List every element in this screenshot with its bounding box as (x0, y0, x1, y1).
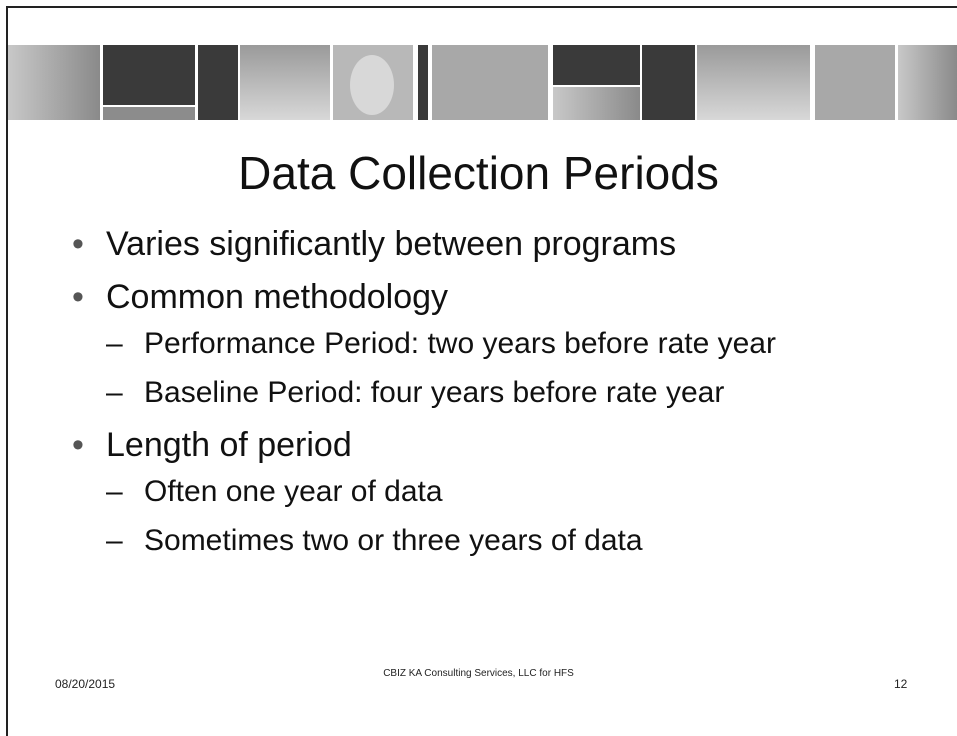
sub-bullet: Performance Period: two years before rat… (106, 325, 904, 362)
bullet: Length of period Often one year of data So… (72, 423, 942, 559)
slide-title: Data Collection Periods (0, 146, 957, 200)
sub-bullet: Baseline Period: four years before rate … (106, 374, 904, 411)
page-number: 12 (894, 677, 907, 691)
sub-bullet: Sometimes two or three years of data (106, 522, 904, 559)
bullet-text: Common methodology (106, 278, 448, 316)
sub-list: Performance Period: two years before rat… (106, 325, 942, 411)
slide: Data Collection Periods Varies significa… (0, 0, 957, 721)
bullet: Common methodology Performance Period: tw… (72, 275, 942, 411)
sub-bullet: Often one year of data (106, 473, 904, 510)
footer-date: 08/20/2015 (55, 677, 115, 691)
bullet-text: Varies significantly between programs (106, 225, 676, 263)
sub-list: Often one year of data Sometimes two or t… (106, 473, 942, 559)
banner (0, 45, 957, 123)
footer-organization: CBIZ KA Consulting Services, LLC for HFS (0, 668, 957, 679)
bullet-list: Varies significantly between programs Com… (72, 222, 942, 571)
bullet: Varies significantly between programs (72, 222, 942, 266)
bullet-text: Length of period (106, 426, 352, 464)
